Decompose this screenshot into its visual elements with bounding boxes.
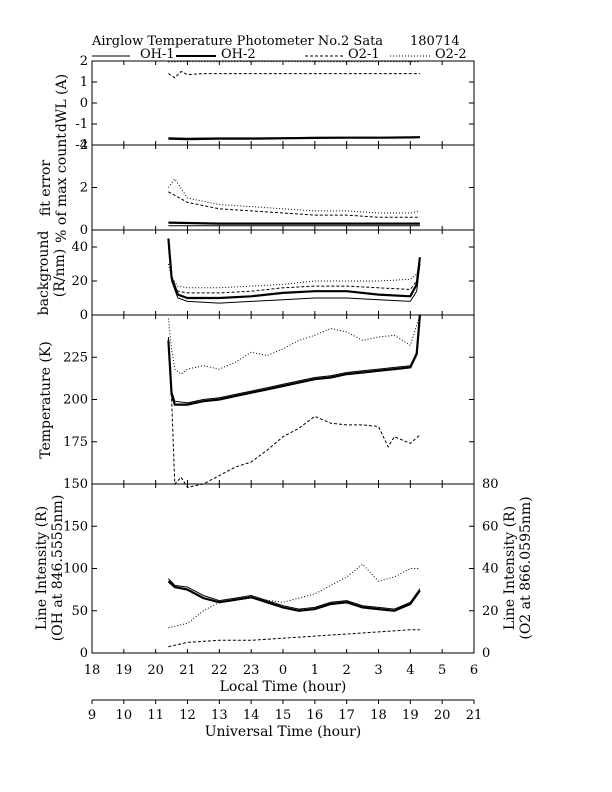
x-tick-label: 1 [311, 663, 319, 678]
ut-tick-label: 16 [307, 708, 324, 723]
series-oh-2-dwl [168, 136, 420, 141]
x-tick-label: 4 [406, 663, 414, 678]
ut-tick-label: 18 [370, 708, 387, 723]
legend: OH-1 OH-2 O2-1 O2-2 [92, 47, 467, 62]
series-oh-2-background [167, 238, 421, 300]
legend-label-oh-2: OH-2 [221, 47, 256, 62]
intensity-ylabel2: (OH at 846.5555nm) [50, 495, 66, 642]
chart-marks: 210-1-2420402002252001751501501005008060… [63, 54, 498, 723]
ut-tick-label: 12 [179, 708, 196, 723]
y-right-tick-label: 60 [482, 519, 499, 534]
y-tick-label: 20 [71, 274, 88, 289]
series-o2-1-background [167, 246, 421, 294]
background-ylabel: background [36, 231, 52, 316]
intensity-ylabel: Line Intensity (R) [34, 506, 50, 630]
legend-label-oh-1: OH-1 [140, 47, 175, 62]
y-tick-label: -2 [75, 138, 88, 153]
chart-title: Airglow Temperature Photometer No.2 Sata [91, 34, 383, 49]
legend-label-o2-1: O2-1 [348, 47, 380, 62]
y-tick-label: 40 [71, 240, 88, 255]
x-tick-label: 6 [470, 663, 478, 678]
y-tick-label: 200 [63, 393, 88, 408]
panel-temperature-frame [91, 314, 475, 485]
y-right-tick-label: 40 [482, 562, 499, 577]
y-right-tick-label: 80 [482, 477, 499, 492]
fit-error-ylabel: fit error [38, 160, 54, 217]
ut-tick-label: 9 [88, 708, 96, 723]
series-oh-1-background [167, 238, 421, 304]
y-right-tick-label: 20 [482, 604, 499, 619]
date-code: 180714 [410, 34, 460, 49]
x-tick-label: 5 [438, 663, 446, 678]
x-tick-label: 2 [343, 663, 351, 678]
y-tick-label: 0 [80, 223, 88, 238]
series-oh-2-fit-error [168, 221, 420, 225]
y-tick-label: 0 [80, 308, 88, 323]
intensity-ylabel-right2: (O2 at 866.0595nm) [518, 496, 534, 639]
y-tick-label: 150 [63, 477, 88, 492]
series-o2-2-background [167, 263, 421, 289]
series-oh-2-temperature [167, 314, 421, 406]
series-oh-1-temperature [167, 314, 421, 404]
y-tick-label: 1 [80, 75, 88, 90]
ut-tick-label: 14 [243, 708, 260, 723]
x-tick-label: 3 [374, 663, 382, 678]
y-tick-label: 175 [63, 435, 88, 450]
x-tick-label: 0 [279, 663, 287, 678]
panel-background-frame [91, 229, 475, 316]
y-tick-label: 150 [63, 519, 88, 534]
series-o2-2-line-intensity [168, 563, 420, 629]
y-tick-label: 0 [80, 646, 88, 661]
y-right-tick-label: 0 [482, 646, 490, 661]
ut-tick-label: 13 [211, 708, 228, 723]
temperature-ylabel: Temperature (K) [38, 341, 54, 459]
x-tick-label: 20 [147, 663, 164, 678]
series-o2-1-temperature [167, 338, 421, 488]
ut-tick-label: 20 [434, 708, 451, 723]
series-o2-2-fit-error [168, 178, 421, 214]
x-tick-label: 21 [179, 663, 196, 678]
panel-line-intensity-frame [91, 483, 475, 654]
y-tick-label: -1 [75, 117, 88, 132]
y-tick-label: 0 [80, 96, 88, 111]
y-tick-label: 2 [80, 181, 88, 196]
fit-error-ylabel2: % of max count [54, 133, 70, 243]
legend-label-o2-2: O2-2 [435, 47, 467, 62]
ut-tick-label: 10 [116, 708, 133, 723]
series-o2-2-temperature [167, 314, 421, 375]
x-tick-label: 19 [116, 663, 133, 678]
y-tick-label: 4 [80, 138, 88, 153]
dwl-ylabel: dWL (A) [54, 74, 70, 132]
ut-tick-label: 15 [275, 708, 292, 723]
y-tick-label: 225 [63, 350, 88, 365]
series-oh-2-line-intensity [167, 580, 421, 612]
series-o2-1-dwl [168, 70, 420, 79]
y-tick-label: 50 [71, 604, 88, 619]
intensity-ylabel-right: Line Intensity (R) [502, 506, 518, 630]
ut-tick-label: 21 [466, 708, 483, 723]
x-tick-label: 18 [84, 663, 101, 678]
x-tick-label: 22 [211, 663, 228, 678]
series-o2-1-fit-error [168, 191, 420, 218]
series-oh-1-line-intensity [168, 578, 421, 610]
x-tick-label: 23 [243, 663, 260, 678]
ut-tick-label: 19 [402, 708, 419, 723]
ut-tick-label: 17 [338, 708, 355, 723]
local-time-xlabel: Local Time (hour) [220, 679, 347, 695]
ut-tick-label: 11 [147, 708, 164, 723]
universal-time-xlabel: Universal Time (hour) [205, 724, 362, 740]
y-tick-label: 2 [80, 54, 88, 69]
background-ylabel2: (R/nm) [52, 249, 68, 297]
y-tick-label: 100 [63, 562, 88, 577]
series-o2-1-line-intensity [168, 629, 420, 648]
